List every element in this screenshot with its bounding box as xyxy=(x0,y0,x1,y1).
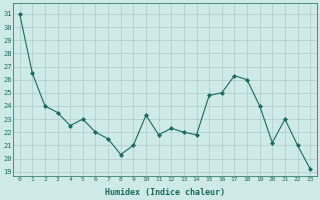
X-axis label: Humidex (Indice chaleur): Humidex (Indice chaleur) xyxy=(105,188,225,197)
